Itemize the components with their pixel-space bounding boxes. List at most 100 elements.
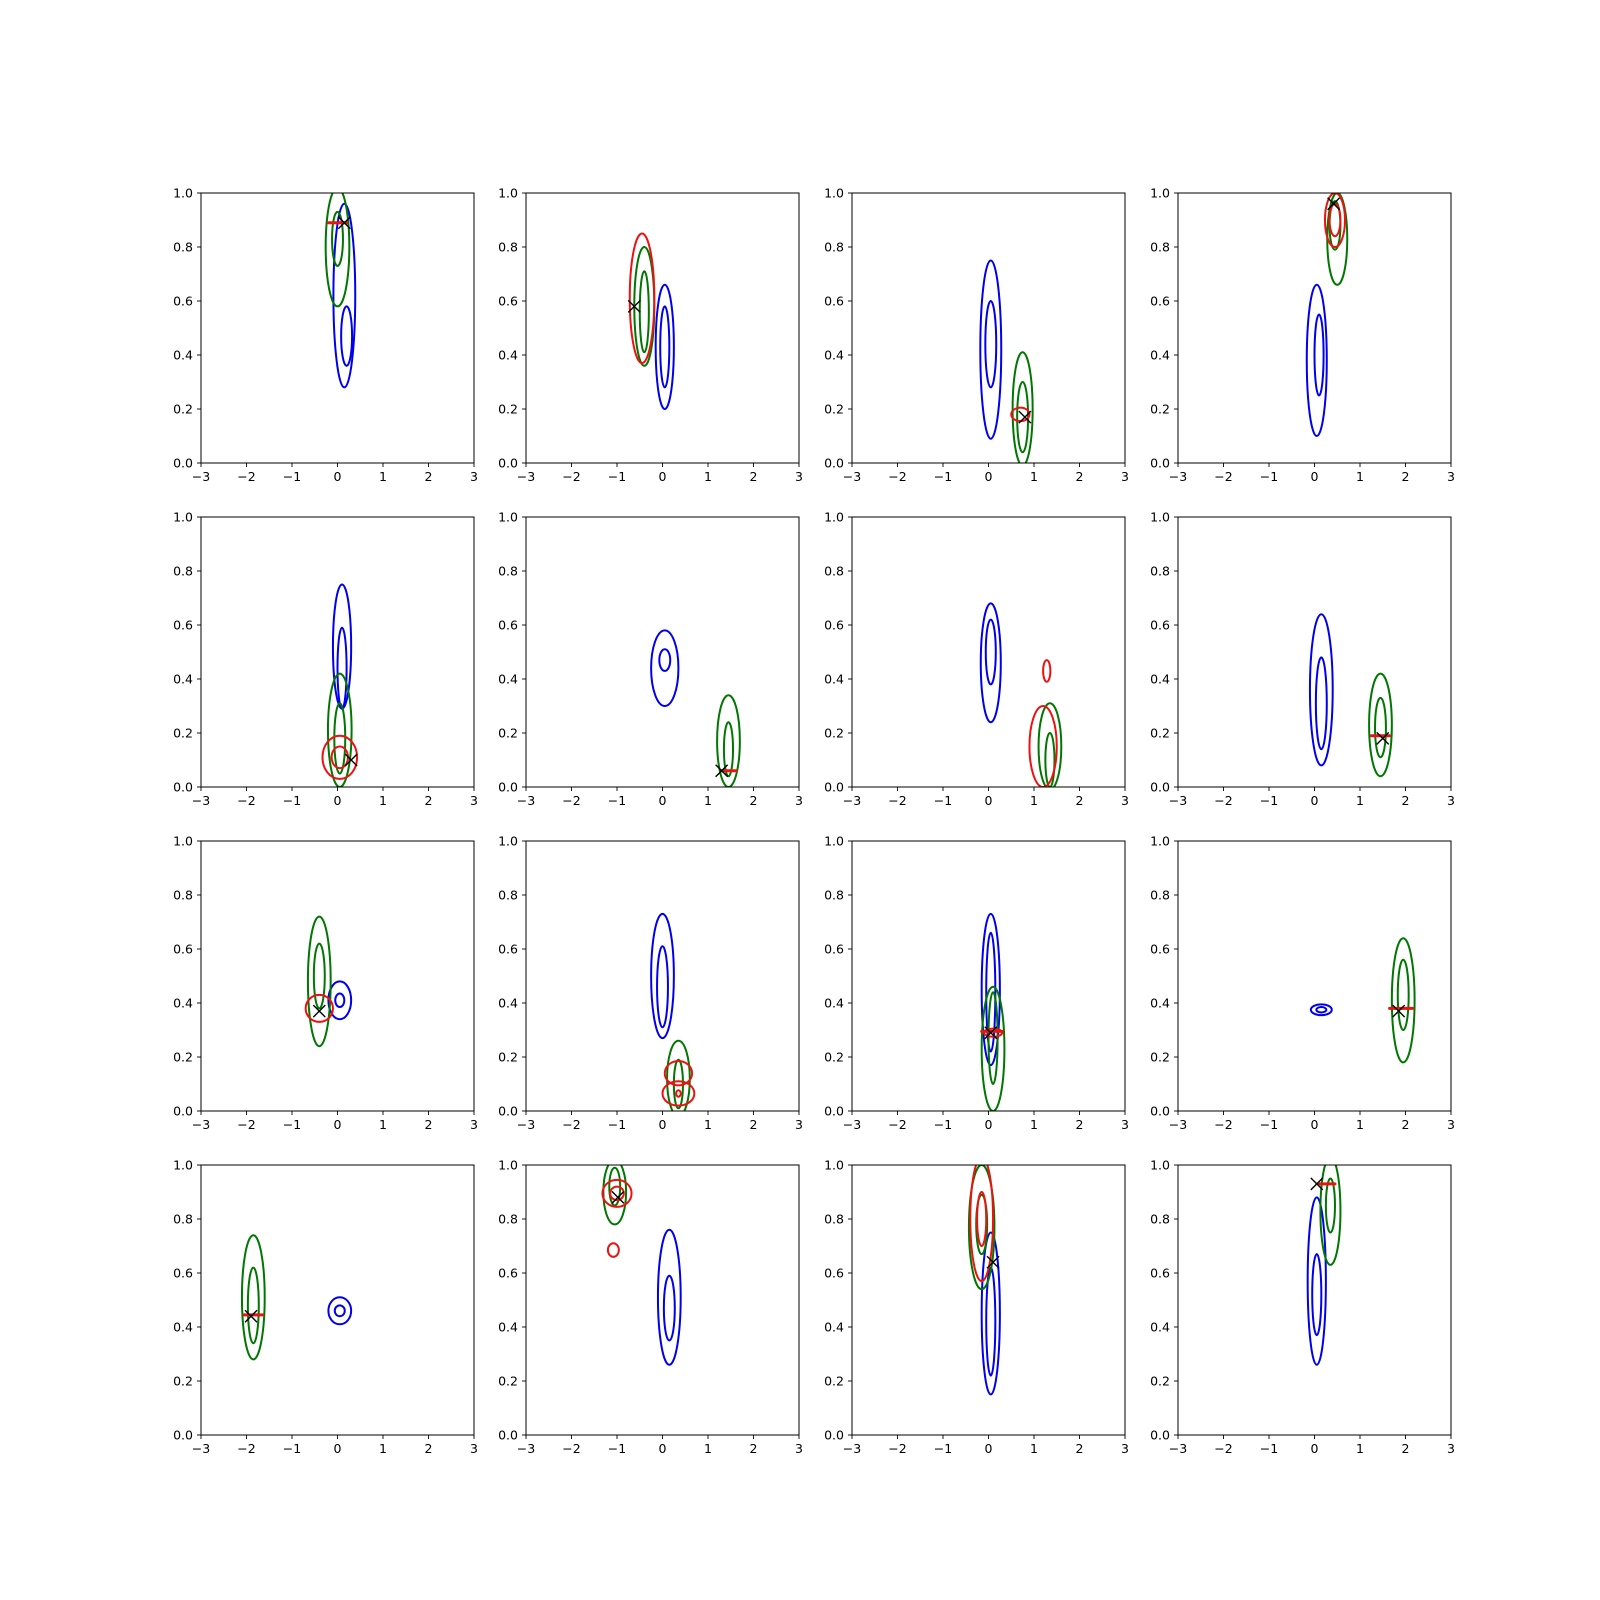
red-contour-2 xyxy=(661,1080,696,1107)
x-tick-label: −3 xyxy=(843,1441,861,1456)
axes-frame xyxy=(851,516,1126,788)
x-marker-stroke-2 xyxy=(312,1004,326,1018)
y-tick-label: 1.0 xyxy=(824,1158,844,1173)
axes-frame xyxy=(525,516,800,788)
blue-contour-2 xyxy=(340,305,354,367)
plot-area xyxy=(650,912,696,1111)
x-marker xyxy=(984,1026,998,1040)
y-tick-label: 0.6 xyxy=(1150,618,1170,633)
y-tick-label: 0.4 xyxy=(1150,348,1170,363)
x-tick-label: −1 xyxy=(934,469,952,484)
y-tick-label: 1.0 xyxy=(1150,834,1170,849)
x-tick-label: 3 xyxy=(795,469,803,484)
green-contour-1 xyxy=(240,1234,266,1361)
plot-area xyxy=(1308,613,1393,778)
green-contour-2 xyxy=(246,1266,260,1345)
x-tick-label: 3 xyxy=(1447,469,1455,484)
x-marker-stroke-2 xyxy=(984,1026,998,1040)
axes-frame xyxy=(1177,1164,1452,1436)
axes-frame xyxy=(851,1164,1126,1436)
plot-area xyxy=(601,1165,682,1366)
y-tick-label: 0.0 xyxy=(173,456,193,471)
red-contour-1 xyxy=(969,1165,995,1283)
x-marker xyxy=(627,299,641,313)
x-tick-label: 3 xyxy=(795,1117,803,1132)
axes-frame xyxy=(200,192,475,464)
y-tick-label: 0.0 xyxy=(498,456,518,471)
y-tick-label: 0.8 xyxy=(1150,240,1170,255)
green-contour-1 xyxy=(1011,351,1034,463)
y-tick-label: 0.6 xyxy=(498,294,518,309)
x-tick-label: 1 xyxy=(1356,1117,1364,1132)
x-tick-label: 0 xyxy=(1311,793,1319,808)
x-tick-label: 3 xyxy=(470,793,478,808)
y-tick-label: 0.8 xyxy=(498,564,518,579)
green-contour-2 xyxy=(312,942,326,1010)
x-tick-label: −1 xyxy=(934,1441,952,1456)
y-tick-label: 0.8 xyxy=(1150,564,1170,579)
y-tick-label: 0.4 xyxy=(498,672,518,687)
subplot-9: −3 −2 −1 0 1 2 3 0.0 0.2 0.4 0.6 0.8 1.0 xyxy=(173,834,478,1133)
x-tick-label: −1 xyxy=(283,1441,301,1456)
x-tick-label: 2 xyxy=(750,793,758,808)
x-marker-stroke-2 xyxy=(1392,1004,1406,1018)
green-contour-2 xyxy=(1396,958,1410,1032)
y-tick-label: 0.4 xyxy=(498,996,518,1011)
x-tick-label: −1 xyxy=(608,793,626,808)
blue-contour-1 xyxy=(327,980,353,1021)
y-tick-label: 0.0 xyxy=(1150,1104,1170,1119)
y-tick-label: 0.2 xyxy=(824,1050,844,1065)
y-tick-label: 1.0 xyxy=(1150,186,1170,201)
y-tick-label: 0.2 xyxy=(173,402,193,417)
red-contour-3 xyxy=(606,1242,620,1258)
y-tick-label: 0.6 xyxy=(498,618,518,633)
subplot-15: −3 −2 −1 0 1 2 3 0.0 0.2 0.4 0.6 0.8 1.0 xyxy=(824,1158,1129,1457)
green-contour-1 xyxy=(1037,702,1063,787)
x-tick-label: 2 xyxy=(1402,1441,1410,1456)
x-tick-label: −2 xyxy=(1214,469,1232,484)
green-contour-1 xyxy=(633,246,656,367)
x-tick-label: −2 xyxy=(237,793,255,808)
x-marker-stroke-2 xyxy=(344,753,358,767)
subplot-8: −3 −2 −1 0 1 2 3 0.0 0.2 0.4 0.6 0.8 1.0 xyxy=(1150,510,1455,809)
x-tick-label: 3 xyxy=(1121,469,1129,484)
y-tick-label: 0.8 xyxy=(824,240,844,255)
y-tick-label: 1.0 xyxy=(824,510,844,525)
y-tick-label: 0.4 xyxy=(824,348,844,363)
blue-contour-1 xyxy=(654,283,675,410)
x-tick-label: 0 xyxy=(334,793,342,808)
red-contour-1 xyxy=(321,734,359,780)
y-tick-label: 0.8 xyxy=(173,888,193,903)
green-contour-2 xyxy=(333,702,347,775)
red-contour-2 xyxy=(976,1191,988,1247)
y-tick-label: 0.0 xyxy=(173,1104,193,1119)
subplot-1: −3 −2 −1 0 1 2 3 0.0 0.2 0.4 0.6 0.8 1.0 xyxy=(173,186,478,485)
plot-area xyxy=(627,232,675,410)
x-tick-label: 3 xyxy=(1447,1441,1455,1456)
blue-contour-1 xyxy=(980,912,1001,1067)
y-tick-label: 1.0 xyxy=(498,1158,518,1173)
x-tick-label: 2 xyxy=(425,1117,433,1132)
x-marker-stroke-2 xyxy=(244,1309,258,1323)
x-tick-label: 2 xyxy=(1076,1117,1084,1132)
blue-contour-1 xyxy=(980,1231,1001,1396)
green-contour-2 xyxy=(722,721,735,778)
red-contour-1 xyxy=(628,232,656,365)
y-tick-label: 0.0 xyxy=(1150,1428,1170,1443)
x-tick-label: −2 xyxy=(888,1441,906,1456)
x-marker-stroke-2 xyxy=(1310,1177,1324,1191)
x-tick-label: −1 xyxy=(934,793,952,808)
x-marker xyxy=(312,1004,326,1018)
y-tick-label: 0.0 xyxy=(824,1428,844,1443)
x-tick-label: −3 xyxy=(843,1117,861,1132)
x-tick-label: −1 xyxy=(283,1117,301,1132)
x-marker xyxy=(244,1309,258,1323)
x-tick-label: −1 xyxy=(1260,1117,1278,1132)
green-contour-2 xyxy=(1044,732,1056,787)
x-tick-label: −1 xyxy=(608,1441,626,1456)
blue-contour-2 xyxy=(984,618,997,686)
x-tick-label: 1 xyxy=(704,793,712,808)
green-contour-1 xyxy=(324,193,351,308)
x-marker-stroke-2 xyxy=(1327,197,1341,211)
